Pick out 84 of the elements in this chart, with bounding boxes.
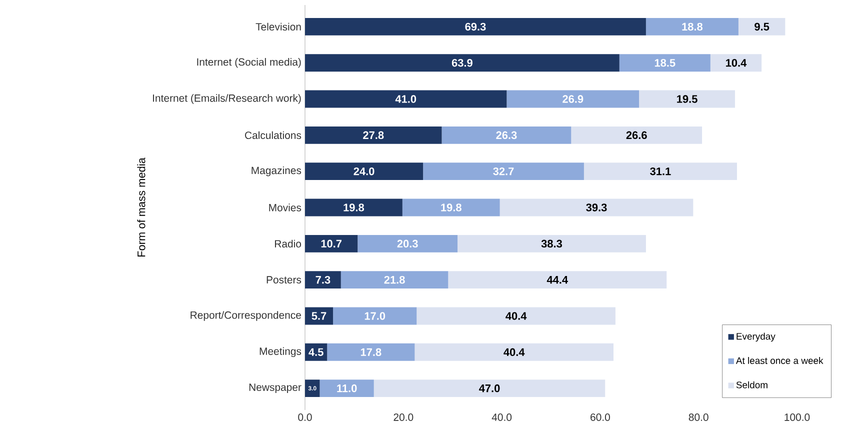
data-label: 27.8 <box>363 131 384 140</box>
bar <box>738 18 786 36</box>
bar <box>304 18 646 36</box>
data-label: 32.7 <box>493 167 514 176</box>
data-label: 47.0 <box>479 384 500 392</box>
data-label: 10.4 <box>726 58 747 67</box>
bar <box>458 234 646 252</box>
y-tick-label: Television <box>256 22 301 31</box>
data-label: 24.0 <box>354 167 374 176</box>
data-label: 19.8 <box>441 204 462 212</box>
x-tick-label: 20.0 <box>394 414 414 421</box>
data-label: 41.0 <box>395 95 416 103</box>
legend-label: At least once a week <box>736 357 824 364</box>
data-label: 7.3 <box>316 276 330 284</box>
bar <box>304 162 424 180</box>
bar <box>448 271 667 289</box>
x-tick-label: 0.0 <box>298 414 312 421</box>
bar <box>320 380 374 398</box>
legend-label: Seldom <box>736 381 768 388</box>
data-label: 20.3 <box>397 240 418 248</box>
data-label: 39.3 <box>586 204 607 212</box>
bar <box>304 198 402 216</box>
y-tick-label: Newspaper <box>249 384 302 393</box>
y-axis-title: Form of mass media <box>137 158 146 257</box>
data-label: 4.5 <box>308 348 324 356</box>
y-tick-label: Meetings <box>260 347 302 358</box>
y-tick-label: Movies <box>269 204 302 212</box>
data-label: 18.5 <box>654 58 676 67</box>
data-label: 26.9 <box>562 95 584 103</box>
y-tick-label: Internet (Emails/Research work) <box>153 94 301 104</box>
y-tick-label: Internet (Social media) <box>197 58 301 68</box>
bar <box>358 234 458 252</box>
bar <box>584 162 737 180</box>
bar <box>333 307 417 325</box>
bar <box>374 380 606 398</box>
data-label: 69.3 <box>465 22 486 31</box>
data-label: 10.7 <box>321 240 342 248</box>
data-label: 19.5 <box>677 95 698 103</box>
x-tick-label: 60.0 <box>590 414 610 421</box>
data-label: 26.6 <box>626 131 647 140</box>
data-label: 9.5 <box>754 22 770 31</box>
data-label: 19.8 <box>344 204 364 212</box>
y-tick-label: Calculations <box>245 131 302 140</box>
bar <box>304 54 620 72</box>
bar <box>710 54 762 72</box>
data-label: 40.4 <box>506 312 527 320</box>
y-tick-label: Magazines <box>252 166 302 176</box>
x-tick-label: 40.0 <box>492 414 512 421</box>
bar <box>416 307 616 325</box>
data-label: 21.8 <box>384 276 405 284</box>
data-label: 17.8 <box>360 348 382 356</box>
data-label: 17.0 <box>364 312 386 320</box>
bar <box>571 126 702 144</box>
bar <box>304 126 442 144</box>
data-label: 18.8 <box>682 22 703 31</box>
y-tick-label: Radio <box>275 240 302 248</box>
bar <box>500 198 694 216</box>
data-label: 44.4 <box>546 276 568 284</box>
x-tick-label: 80.0 <box>688 414 708 421</box>
bar <box>646 18 738 36</box>
data-label: 40.4 <box>504 348 525 356</box>
bar <box>327 343 415 361</box>
data-label: 26.3 <box>496 131 517 140</box>
data-label: 5.7 <box>312 312 326 320</box>
y-tick-label: Posters <box>266 276 302 284</box>
bar <box>402 198 500 216</box>
bar <box>442 126 572 144</box>
bar <box>340 271 448 289</box>
bar <box>304 271 341 289</box>
bar <box>304 380 320 398</box>
bar <box>506 90 640 108</box>
data-label: 31.1 <box>650 167 671 176</box>
bar <box>304 234 358 252</box>
data-label: 63.9 <box>452 58 472 67</box>
bar <box>619 54 710 72</box>
bar <box>639 90 736 108</box>
legend-label: Everyday <box>736 332 776 342</box>
bar <box>423 162 584 180</box>
data-label: 38.3 <box>541 240 562 248</box>
y-tick-label: Report/Correspondence <box>190 311 301 321</box>
bar <box>414 343 614 361</box>
data-label: 11.0 <box>337 384 357 392</box>
bar <box>304 90 507 108</box>
x-tick-label: 100.0 <box>784 414 810 421</box>
